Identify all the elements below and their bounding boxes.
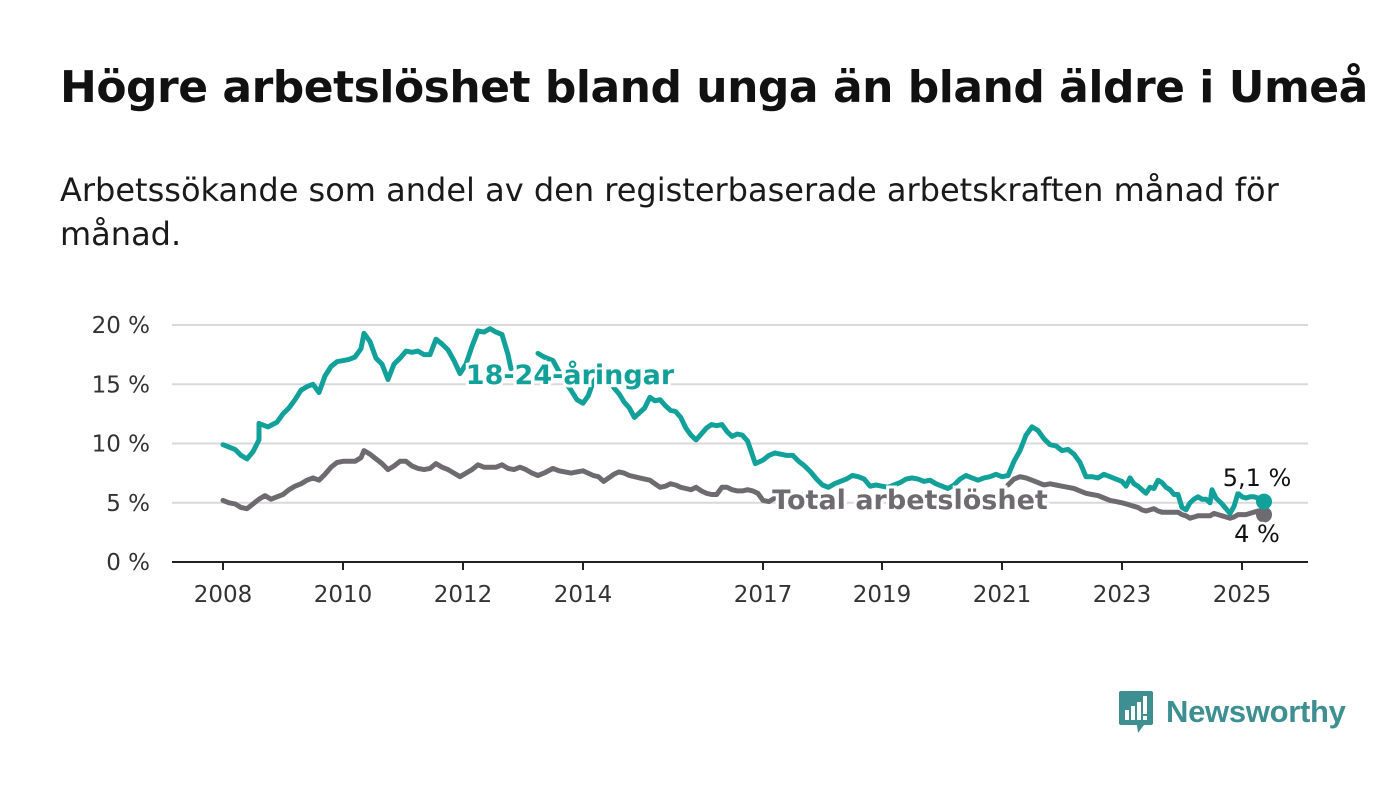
- series-label-18-24: 18-24-åringar: [466, 359, 675, 391]
- end-point-18-24: [1256, 493, 1272, 510]
- x-tick-label: 2023: [1093, 582, 1152, 608]
- series-line-total: [1005, 474, 1267, 521]
- brand-name: Newsworthy: [1166, 694, 1346, 729]
- series-line-18-24: [220, 326, 514, 462]
- end-label-total: 4 %: [1234, 520, 1280, 548]
- end-point-total: [1256, 506, 1272, 523]
- end-label-18-24: 5,1 %: [1223, 464, 1292, 492]
- newsworthy-logo: Newsworthy: [1118, 690, 1346, 734]
- x-tick-label: 2014: [554, 582, 613, 608]
- chart-subtitle: Arbetssökande som andel av den registerb…: [60, 171, 1279, 253]
- chart-title: Högre arbetslöshet bland unga än bland ä…: [60, 62, 1368, 113]
- x-tick-label: 2017: [734, 582, 793, 608]
- x-tick-label: 2021: [973, 582, 1032, 608]
- y-tick-label: 5 %: [106, 491, 150, 517]
- series-label-total: Total arbetslöshet: [772, 485, 1048, 516]
- bar-chart-logo-icon: [1119, 691, 1153, 733]
- x-tick-label: 2025: [1213, 582, 1272, 608]
- y-tick-label: 15 %: [92, 372, 150, 398]
- y-tick-label: 0 %: [106, 550, 150, 576]
- x-tick-label: 2019: [853, 582, 912, 608]
- x-tick-label: 2012: [434, 582, 493, 608]
- y-tick-label: 20 %: [92, 313, 150, 339]
- x-tick-label: 2010: [314, 582, 373, 608]
- y-tick-label: 10 %: [92, 432, 150, 458]
- series-line-total: [220, 448, 825, 512]
- x-tick-label: 2008: [194, 582, 253, 608]
- series-line-18-24: [535, 350, 1267, 516]
